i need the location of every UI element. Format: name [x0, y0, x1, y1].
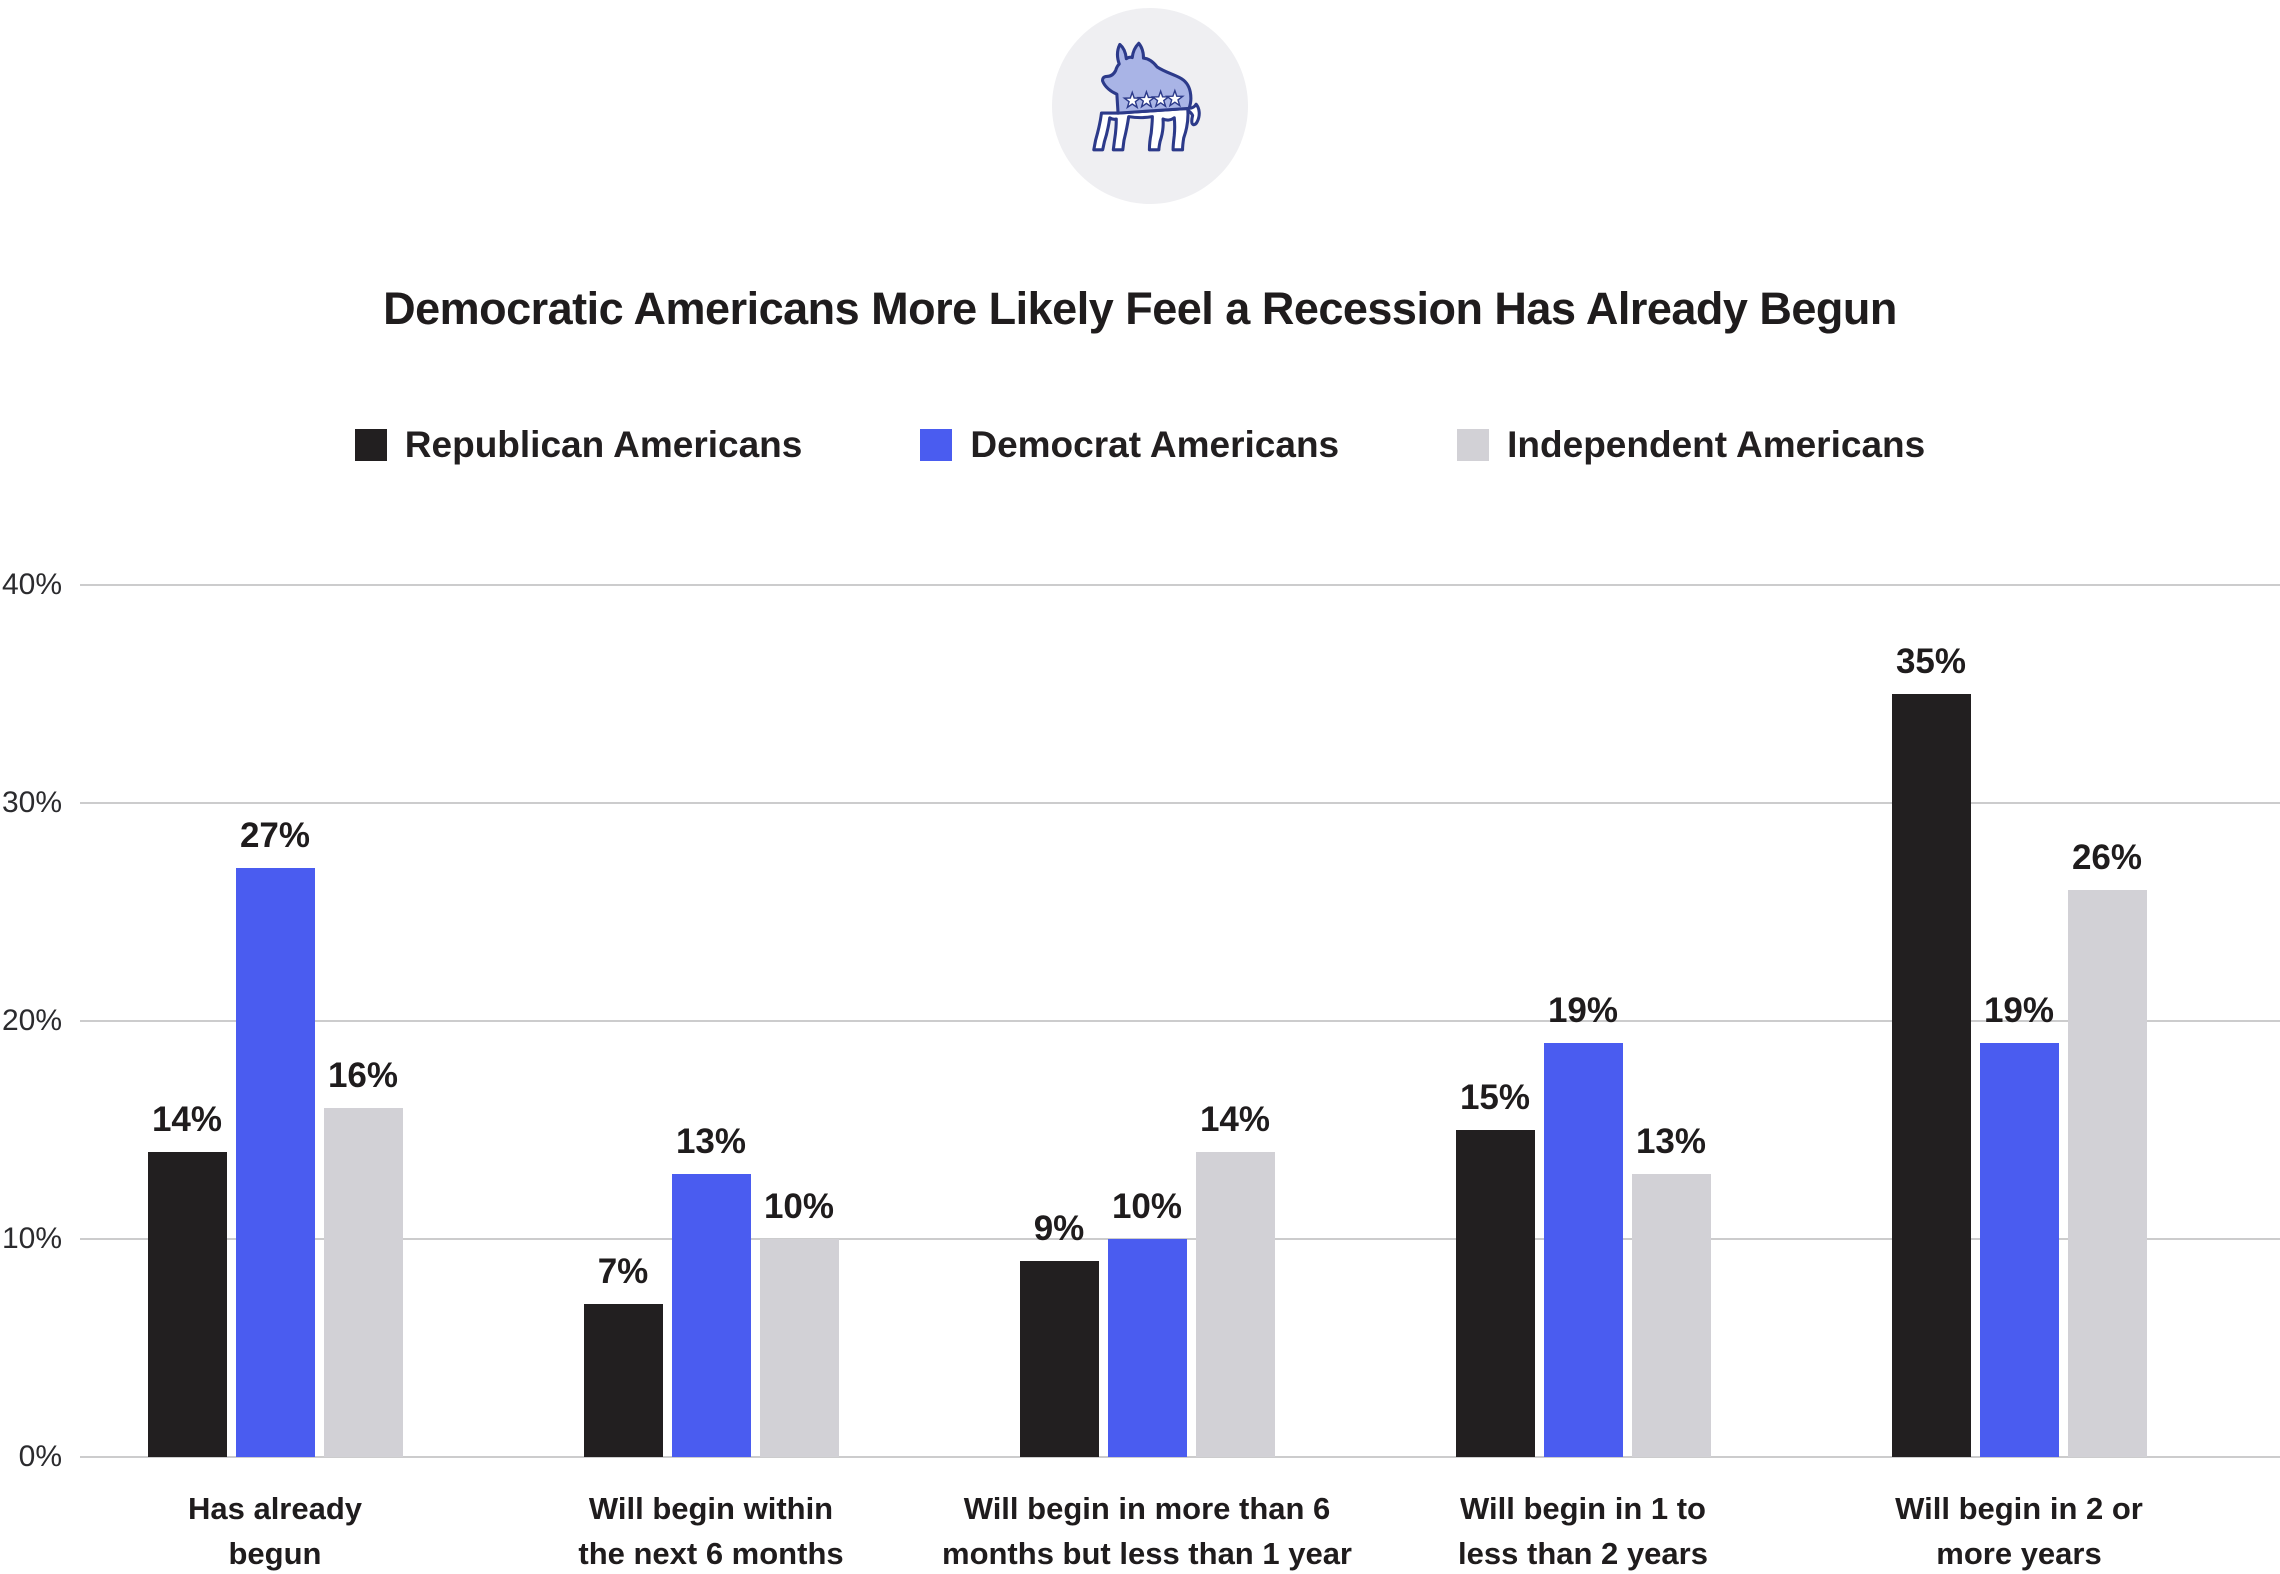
bar-value-label: 10%: [1111, 1187, 1183, 1226]
legend-label: Democrat Americans: [970, 424, 1340, 465]
bar-independent-1: [323, 1108, 403, 1457]
bar-democrat-2: [671, 1173, 751, 1457]
chart-title: Democratic Americans More Likely Feel a …: [383, 283, 1897, 334]
bar-value-label: 19%: [1547, 990, 1619, 1030]
bar-value-label: 26%: [2071, 838, 2143, 878]
bar-value-label: 27%: [239, 816, 311, 856]
bar-value-label: 35%: [1895, 642, 1967, 681]
bar-democrat-5: [1979, 1042, 2059, 1457]
category-label-line2: the next 6 months: [578, 1536, 844, 1571]
democratic-donkey-icon: [1092, 41, 1201, 152]
legend-item-republican: Republican Americans: [354, 424, 803, 466]
legend-label: Republican Americans: [404, 424, 803, 465]
legend-swatch-democrat: [920, 429, 953, 461]
gridline-30%: [80, 802, 2280, 804]
category-label-line1: Will begin in 2 or: [1895, 1491, 2143, 1526]
logo-circle: [1052, 8, 1248, 204]
bar-republican-4: [1455, 1130, 1535, 1457]
y-axis-tick-label: 10%: [1, 1222, 62, 1255]
bar-republican-3: [1019, 1260, 1099, 1457]
bar-republican-5: [1891, 694, 1971, 1457]
bar-democrat-3: [1107, 1239, 1187, 1457]
y-axis-tick-label: 40%: [1, 568, 62, 601]
bar-independent-3: [1195, 1151, 1275, 1457]
legend-swatch-independent: [1457, 429, 1490, 461]
category-label-line2: begun: [228, 1536, 322, 1571]
category-label-line1: Has already: [187, 1491, 363, 1526]
y-axis-tick-label: 0%: [18, 1440, 62, 1473]
gridline-0%: [80, 1456, 2280, 1458]
bar-value-label: 10%: [763, 1187, 835, 1226]
category-label-line2: less than 2 years: [1458, 1536, 1708, 1571]
y-axis-tick-label: 30%: [1, 786, 62, 819]
bar-value-label: 13%: [1635, 1121, 1707, 1161]
legend-item-independent: Independent Americans: [1457, 424, 1925, 466]
bar-value-label: 9%: [1033, 1208, 1085, 1248]
legend-label: Independent Americans: [1507, 424, 1926, 465]
bar-value-label: 7%: [597, 1252, 649, 1292]
y-axis-tick-label: 20%: [1, 1004, 62, 1037]
bar-independent-5: [2067, 890, 2147, 1457]
bar-independent-4: [1631, 1173, 1711, 1457]
chart-legend: Republican Americans Democrat Americans …: [0, 424, 2280, 466]
bar-republican-1: [147, 1151, 227, 1457]
legend-swatch-republican: [354, 429, 387, 461]
bar-value-label: 16%: [327, 1056, 399, 1096]
category-label-line1: Will begin within: [588, 1491, 834, 1526]
bar-independent-2: [759, 1239, 839, 1457]
category-label-line1: Will begin in more than 6: [963, 1491, 1331, 1526]
bar-value-label: 15%: [1459, 1078, 1531, 1117]
bar-value-label: 19%: [1983, 990, 2055, 1030]
bar-value-label: 14%: [1199, 1099, 1271, 1139]
category-label-line1: Will begin in 1 to: [1460, 1491, 1706, 1526]
category-label-line2: more years: [1936, 1536, 2102, 1571]
bar-value-label: 14%: [151, 1099, 223, 1139]
bar-democrat-1: [235, 868, 315, 1457]
bar-value-label: 13%: [675, 1121, 747, 1161]
gridline-20%: [80, 1020, 2280, 1022]
bar-democrat-4: [1543, 1042, 1623, 1457]
gridline-40%: [80, 584, 2280, 586]
bar-republican-2: [583, 1304, 663, 1457]
category-label-line2: months but less than 1 year: [942, 1536, 1352, 1571]
legend-item-democrat: Democrat Americans: [920, 424, 1339, 466]
